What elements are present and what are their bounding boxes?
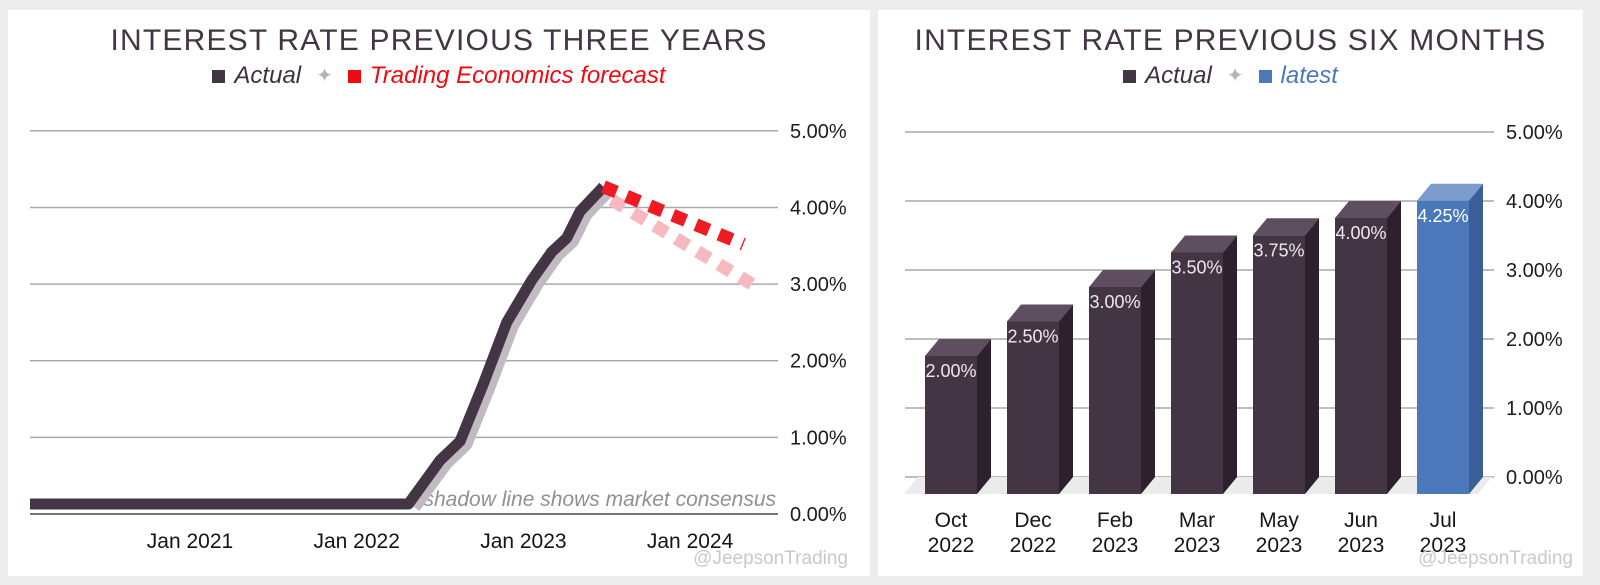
bar-front-face (1417, 200, 1469, 494)
actual-legend-label: Actual (234, 62, 302, 89)
x-axis-month-label: Mar (1179, 509, 1215, 532)
x-axis-year-label: 2023 (1092, 534, 1139, 557)
bar-top-face (925, 339, 991, 356)
x-axis-month-label: Jun (1344, 509, 1378, 532)
bar-value-label: 2.00% (925, 361, 976, 381)
shadow-line-annotation: shadow line shows market consensus (423, 488, 776, 511)
watermark: @JeepsonTrading (693, 548, 848, 569)
x-axis-year-label: 2022 (1010, 534, 1057, 557)
bar-side-face (1059, 304, 1073, 494)
y-axis-tick-label: 4.00% (790, 197, 847, 219)
bar-side-face (1387, 201, 1401, 494)
bar-side-face (1469, 183, 1483, 494)
x-axis-year-label: 2023 (1174, 534, 1221, 557)
bar-side-face (1223, 235, 1237, 494)
bar-front-face (1253, 235, 1305, 494)
x-axis-month-label: Oct (935, 509, 968, 532)
bar-value-label: 3.50% (1171, 258, 1222, 278)
bar-mar-2023: 3.50% (1171, 235, 1237, 494)
x-axis-year-label: 2023 (1420, 534, 1467, 557)
bar-top-face (1089, 270, 1155, 287)
y-axis-tick-label: 0.00% (1506, 467, 1563, 489)
x-axis-year-label: 2023 (1256, 534, 1303, 557)
y-axis-tick-label: 0.00% (790, 504, 847, 526)
bar-side-face (1305, 218, 1319, 494)
bar-top-face (1417, 183, 1483, 201)
bar-may-2023: 3.75% (1253, 218, 1319, 494)
diamond-separator-icon: ✦ (1226, 65, 1244, 87)
forecast-dashed-line (600, 180, 746, 251)
watermark: @JeepsonTrading (1418, 548, 1573, 569)
x-axis-year-label: 2023 (1338, 534, 1385, 557)
forecast-legend-label: Trading Economics forecast (369, 62, 666, 89)
latest-legend-label: latest (1280, 62, 1338, 89)
y-axis-tick-label: 4.00% (1506, 191, 1563, 213)
bar-front-face (1171, 252, 1223, 494)
bar-top-face (1171, 235, 1237, 253)
y-axis-tick-label: 5.00% (790, 121, 847, 143)
bar-top-face (1007, 304, 1073, 322)
y-axis-tick-label: 1.00% (790, 427, 847, 449)
bar-front-face (1089, 287, 1141, 494)
bar-value-label: 2.50% (1007, 327, 1058, 347)
y-axis-tick-label: 3.00% (1506, 260, 1563, 282)
bar-side-face (1141, 270, 1155, 494)
bar-chart-legend: Actual ✦ latest (878, 62, 1583, 90)
diamond-separator-icon: ✦ (316, 65, 333, 87)
bar-feb-2023: 3.00% (1089, 270, 1155, 494)
x-axis-month-label: May (1259, 509, 1299, 532)
bar-dec-2022: 2.50% (1007, 304, 1073, 494)
bar-oct-2022: 2.00% (925, 339, 991, 494)
x-axis-tick-label: Jan 2022 (313, 530, 399, 553)
x-axis-month-label: Dec (1014, 509, 1051, 532)
x-axis-month-label: Feb (1097, 509, 1133, 532)
bar-value-label: 3.75% (1253, 240, 1304, 260)
y-axis-tick-label: 2.00% (1506, 329, 1563, 351)
bar-front-face (925, 356, 977, 494)
actual-legend-swatch (1123, 69, 1137, 83)
x-axis-tick-label: Jan 2021 (147, 530, 233, 553)
actual-legend-swatch (212, 69, 226, 83)
bar-chart-title: INTEREST RATE PREVIOUS SIX MONTHS (914, 24, 1547, 57)
bar-value-label: 4.00% (1335, 223, 1386, 243)
line-chart-card: 0.00% 1.00% 2.00% 3.00% 4.00% 5.00% Jan 2021 Ja… (8, 10, 870, 576)
bar-front-face (1335, 218, 1387, 494)
bar-chart-plot: 0.00%1.00%2.00%3.00%4.00%5.00%2.00%Oct20… (904, 122, 1573, 569)
consensus-shadow-line (411, 187, 615, 511)
bar-side-face (977, 339, 991, 494)
bar-front-face (1007, 321, 1059, 494)
bar-top-face (1335, 201, 1401, 218)
bar-value-label: 3.00% (1089, 292, 1140, 312)
actual-legend-label: Actual (1145, 62, 1212, 89)
x-axis-tick-label: Jan 2024 (647, 530, 734, 553)
bar-chart-card: 0.00% 1.00% 2.00% 3.00% 4.00% 5.00% 2.00% Oct 20… (878, 10, 1583, 576)
line-chart-legend: Actual ✦ Trading Economics forecast (8, 62, 870, 90)
latest-legend-swatch (1258, 69, 1272, 83)
y-axis-tick-label: 1.00% (1506, 398, 1563, 420)
y-axis-tick-label: 5.00% (1506, 122, 1563, 144)
y-axis-tick-label: 2.00% (790, 351, 847, 373)
bar-top-face (1253, 218, 1319, 236)
y-axis-tick-label: 3.00% (790, 274, 847, 296)
bar-jul-2023: 4.25% (1417, 183, 1483, 494)
bar-jun-2023: 4.00% (1335, 201, 1401, 494)
x-axis-month-label: Jul (1430, 509, 1457, 532)
forecast-legend-swatch (347, 69, 361, 83)
line-chart-title: INTEREST RATE PREVIOUS THREE YEARS (110, 24, 768, 57)
x-axis-tick-label: Jan 2023 (480, 530, 566, 553)
bar-value-label: 4.25% (1417, 206, 1468, 226)
market-consensus-dashed-line (608, 194, 756, 290)
line-chart-plot: 0.00% 1.00% 2.00% 3.00% 4.00% 5.00% Jan 2021 Ja… (30, 121, 848, 569)
actual-rate-line (30, 182, 608, 510)
x-axis-year-label: 2022 (928, 534, 975, 557)
